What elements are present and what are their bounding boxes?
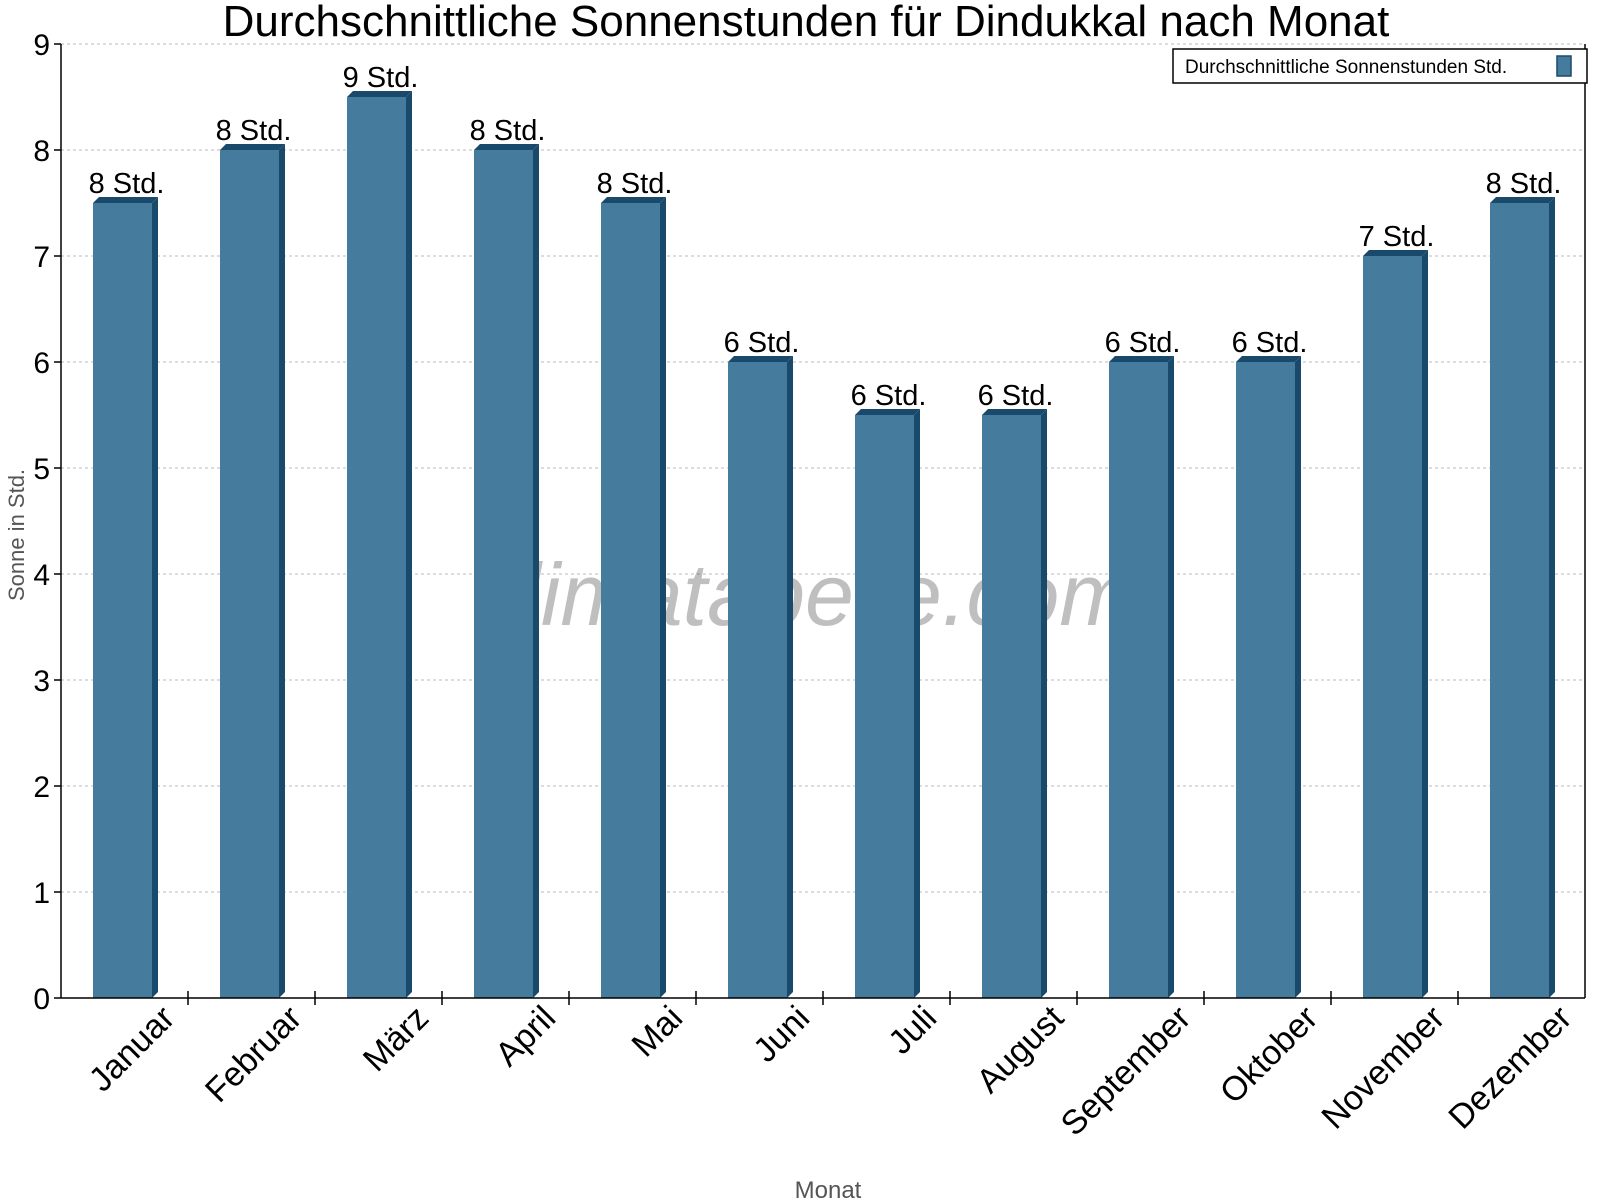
bar-side — [1549, 197, 1555, 998]
bar-top — [1109, 356, 1174, 362]
data-label: 8 Std. — [89, 168, 165, 200]
bar-top — [728, 356, 793, 362]
data-label: 9 Std. — [343, 62, 419, 94]
x-tick-label: März — [356, 999, 436, 1079]
x-tick-label: Dezember — [1441, 999, 1579, 1137]
bar-side — [1422, 250, 1428, 998]
x-tick-label: Februar — [198, 999, 309, 1110]
bar — [855, 415, 914, 998]
x-tick-label: April — [488, 999, 563, 1074]
bar-side — [787, 356, 793, 998]
bar-side — [406, 91, 412, 998]
data-label: 6 Std. — [978, 380, 1054, 412]
bar-top — [474, 144, 539, 150]
bar — [982, 415, 1041, 998]
x-tick-label: September — [1054, 999, 1198, 1143]
bar — [1490, 203, 1549, 998]
data-label: 8 Std. — [216, 115, 292, 147]
data-label: 6 Std. — [1105, 327, 1181, 359]
data-label: 6 Std. — [724, 327, 800, 359]
x-tick-label: Januar — [82, 999, 182, 1099]
bar — [93, 203, 152, 998]
y-axis-label: Sonne in Std. — [4, 469, 29, 601]
data-label: 6 Std. — [1232, 327, 1308, 359]
bar-top — [1236, 356, 1301, 362]
bar-top — [1363, 250, 1428, 256]
bar-top — [1490, 197, 1555, 203]
data-label: 7 Std. — [1359, 221, 1435, 253]
x-tick-label: Juli — [881, 999, 944, 1062]
bar-top — [855, 409, 920, 415]
bar-side — [279, 144, 285, 998]
bar — [1109, 362, 1168, 998]
y-tick-label: 4 — [33, 559, 50, 592]
x-tick-label: Mai — [625, 999, 691, 1065]
bar — [474, 150, 533, 998]
y-tick-label: 9 — [33, 29, 50, 62]
bar — [1236, 362, 1295, 998]
bar-side — [660, 197, 666, 998]
legend-swatch — [1556, 55, 1572, 77]
bar — [1363, 256, 1422, 998]
data-label: 8 Std. — [1486, 168, 1562, 200]
x-tick-label: November — [1314, 999, 1452, 1137]
y-tick-label: 3 — [33, 665, 50, 698]
x-tick-label: Oktober — [1213, 999, 1325, 1111]
chart-title: Durchschnittliche Sonnenstunden für Dind… — [223, 0, 1390, 46]
bar — [601, 203, 660, 998]
y-tick-label: 7 — [33, 241, 50, 274]
bar-top — [601, 197, 666, 203]
x-tick-label: Juni — [746, 999, 817, 1070]
legend-box — [1172, 48, 1588, 84]
bar-side — [1168, 356, 1174, 998]
y-tick-label: 5 — [33, 453, 50, 486]
bar-top — [220, 144, 285, 150]
bar-side — [533, 144, 539, 998]
bar — [220, 150, 279, 998]
bar-side — [914, 409, 920, 998]
bar-side — [1041, 409, 1047, 998]
bar-top — [347, 91, 412, 97]
legend-label: Durchschnittliche Sonnenstunden Std. — [1185, 57, 1507, 78]
x-tick-label: August — [969, 998, 1071, 1100]
data-label: 8 Std. — [597, 168, 673, 200]
y-tick-label: 2 — [33, 771, 50, 804]
bar-side — [1295, 356, 1301, 998]
y-tick-label: 6 — [33, 347, 50, 380]
bar — [347, 97, 406, 998]
bar-top — [982, 409, 1047, 415]
bar — [728, 362, 787, 998]
data-label: 6 Std. — [851, 380, 927, 412]
bar-top — [93, 197, 158, 203]
y-tick-label: 8 — [33, 135, 50, 168]
data-label: 8 Std. — [470, 115, 546, 147]
y-tick-label: 1 — [33, 877, 50, 910]
x-axis-label: Monat — [795, 1177, 862, 1200]
bar-side — [152, 197, 158, 998]
y-tick-label: 0 — [33, 983, 50, 1016]
legend: Durchschnittliche Sonnenstunden Std. — [1172, 48, 1588, 84]
